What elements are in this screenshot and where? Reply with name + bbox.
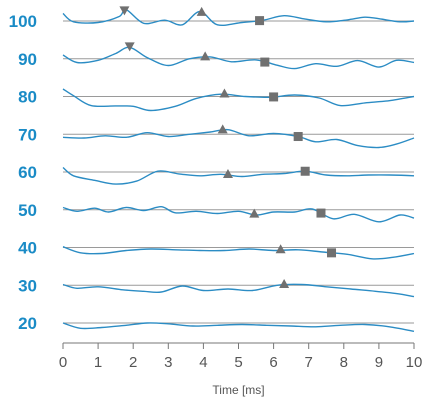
- triangle-up-marker: [222, 169, 233, 179]
- triangle-up-marker: [275, 244, 286, 254]
- triangle-up-marker: [196, 6, 207, 16]
- trace-30: [62, 283, 415, 298]
- triangle-down-marker: [124, 42, 135, 52]
- y-tick-label: 40: [18, 239, 37, 258]
- traces: [62, 8, 415, 332]
- triangle-down-marker: [119, 6, 130, 16]
- triangle-up-marker: [219, 88, 230, 98]
- y-tick-label: 80: [18, 88, 37, 107]
- x-tick-label: 4: [199, 354, 207, 371]
- square-marker: [316, 208, 326, 218]
- square-marker: [293, 132, 303, 142]
- x-tick-label: 7: [305, 354, 313, 371]
- x-tick-label: 9: [375, 354, 383, 371]
- x-tick-label: 5: [234, 354, 242, 371]
- triangle-up-marker: [249, 208, 260, 218]
- trace-80: [62, 88, 415, 112]
- triangle-up-marker: [200, 51, 211, 61]
- y-tick-label: 100: [9, 12, 37, 31]
- x-tick-label: 8: [340, 354, 348, 371]
- x-tick-label: 2: [129, 354, 137, 371]
- event-markers: [119, 6, 337, 289]
- triangle-up-marker: [217, 124, 228, 134]
- y-tick-labels: 100 90 80 70 60 50 40 30 20: [9, 12, 37, 333]
- x-tick-label: 0: [59, 354, 67, 371]
- y-tick-label: 30: [18, 276, 37, 295]
- square-marker: [300, 166, 310, 176]
- trace-20: [62, 322, 415, 332]
- trace-90: [62, 46, 415, 70]
- x-tick-label: 6: [269, 354, 277, 371]
- square-marker: [327, 248, 337, 258]
- y-tick-label: 60: [18, 163, 37, 182]
- trace-100: [62, 8, 415, 27]
- baselines: [63, 20, 414, 324]
- x-tick-label: 3: [164, 354, 172, 371]
- trace-40: [62, 246, 415, 260]
- triangle-up-marker: [279, 279, 290, 289]
- trace-60: [62, 166, 415, 185]
- y-tick-label: 20: [18, 314, 37, 333]
- x-tick-label: 10: [406, 354, 423, 371]
- square-marker: [255, 16, 265, 26]
- y-tick-label: 50: [18, 201, 37, 220]
- square-marker: [260, 57, 270, 67]
- x-axis: 0 1 2 3 4 5 6 7 8 9 10: [59, 342, 423, 371]
- trace-70: [62, 128, 415, 149]
- y-tick-label: 70: [18, 125, 37, 144]
- x-axis-title: Time [ms]: [212, 383, 264, 397]
- trace-50: [62, 205, 415, 223]
- y-tick-label: 90: [18, 50, 37, 69]
- x-tick-label: 1: [94, 354, 102, 371]
- square-marker: [269, 92, 279, 102]
